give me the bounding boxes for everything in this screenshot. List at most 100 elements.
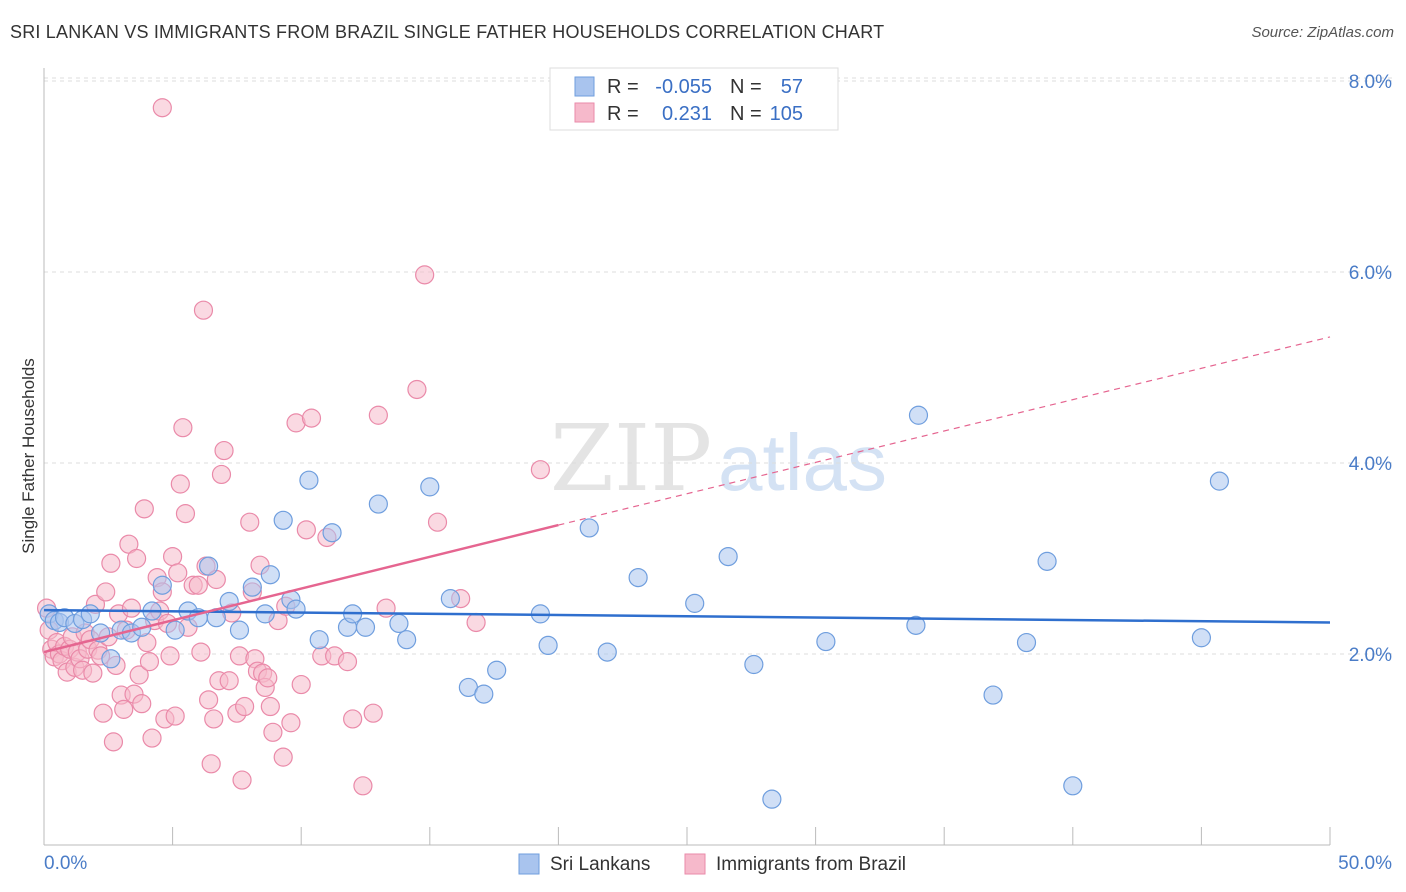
- bottom-legend-swatch-brazil: [684, 853, 706, 875]
- point-sri-lankans: [1191, 628, 1212, 648]
- point-sri-lankans: [1063, 776, 1083, 796]
- point-immigrants-from-brazil: [163, 546, 183, 567]
- point-sri-lankans: [744, 654, 764, 675]
- point-immigrants-from-brazil: [301, 408, 322, 428]
- bottom-legend-swatch-sri-lankans: [518, 853, 540, 875]
- point-sri-lankans: [165, 620, 185, 640]
- point-sri-lankans: [299, 470, 319, 490]
- point-sri-lankans: [273, 510, 293, 530]
- x-tick-label-max: 50.0%: [1338, 853, 1392, 874]
- point-sri-lankans: [397, 630, 417, 650]
- point-immigrants-from-brazil: [165, 706, 185, 726]
- point-immigrants-from-brazil: [214, 440, 234, 461]
- legend-r-label-blue: R =: [607, 76, 639, 98]
- point-sri-lankans: [322, 523, 342, 543]
- point-immigrants-from-brazil: [121, 598, 142, 618]
- point-sri-lankans: [260, 565, 280, 585]
- point-sri-lankans: [762, 789, 782, 809]
- point-sri-lankans: [309, 630, 329, 650]
- legend-n-value-pink: 105: [770, 103, 803, 125]
- y-axis-label: Single Father Households: [19, 358, 38, 554]
- legend-swatch-blue: [574, 76, 595, 97]
- point-immigrants-from-brazil: [363, 703, 383, 723]
- point-immigrants-from-brazil: [152, 98, 172, 118]
- point-immigrants-from-brazil: [281, 713, 301, 733]
- legend-r-label-pink: R =: [607, 103, 639, 125]
- point-immigrants-from-brazil: [407, 379, 427, 400]
- trend-line-immigrants-from-brazil: [43, 523, 559, 654]
- point-immigrants-from-brazil: [201, 754, 221, 774]
- point-immigrants-from-brazil: [296, 520, 316, 540]
- point-immigrants-from-brazil: [175, 504, 196, 524]
- point-immigrants-from-brazil: [114, 699, 134, 719]
- point-sri-lankans: [389, 613, 409, 634]
- point-sri-lankans: [101, 649, 121, 669]
- point-immigrants-from-brazil: [142, 728, 162, 748]
- bottom-legend-label-brazil: Immigrants from Brazil: [716, 854, 906, 875]
- y-tick-label: 6.0%: [1349, 263, 1392, 284]
- point-sri-lankans: [1209, 471, 1230, 491]
- point-sri-lankans: [440, 589, 460, 609]
- point-sri-lankans: [199, 556, 219, 576]
- point-immigrants-from-brazil: [258, 668, 278, 688]
- point-immigrants-from-brazil: [173, 418, 193, 438]
- y-tick-label: 2.0%: [1349, 645, 1392, 666]
- point-immigrants-from-brazil: [337, 652, 358, 672]
- point-immigrants-from-brazil: [134, 499, 154, 519]
- point-immigrants-from-brazil: [93, 703, 113, 723]
- point-sri-lankans: [255, 604, 275, 624]
- legend-r-value-blue: -0.055: [655, 76, 712, 98]
- point-sri-lankans: [628, 567, 648, 588]
- point-sri-lankans: [1016, 632, 1037, 653]
- y-tick-label: 4.0%: [1349, 454, 1392, 475]
- point-sri-lankans: [908, 405, 929, 425]
- point-sri-lankans: [983, 685, 1003, 705]
- point-sri-lankans: [579, 518, 599, 538]
- trend-lines: [43, 336, 1331, 654]
- point-immigrants-from-brazil: [191, 642, 211, 662]
- point-immigrants-from-brazil: [170, 474, 190, 494]
- point-immigrants-from-brazil: [219, 671, 239, 691]
- point-immigrants-from-brazil: [204, 709, 224, 729]
- series-immigrants-from-brazil: [36, 98, 550, 796]
- point-sri-lankans: [152, 575, 172, 595]
- point-immigrants-from-brazil: [427, 512, 448, 532]
- point-immigrants-from-brazil: [353, 776, 373, 796]
- legend-frame: [549, 67, 839, 131]
- legend-n-value-blue: 57: [781, 76, 803, 98]
- point-sri-lankans: [80, 604, 100, 624]
- point-sri-lankans: [487, 660, 507, 680]
- point-immigrants-from-brazil: [232, 770, 252, 790]
- chart-source: Source: ZipAtlas.com: [1251, 24, 1394, 41]
- chart-title: SRI LANKAN VS IMMIGRANTS FROM BRAZIL SIN…: [10, 22, 885, 42]
- trend-line-sri-lankans: [43, 608, 1331, 624]
- point-sri-lankans: [906, 615, 926, 635]
- grid-lines: [44, 77, 1392, 655]
- legend-n-label-pink: N =: [730, 103, 762, 125]
- point-immigrants-from-brazil: [126, 548, 147, 569]
- point-sri-lankans: [355, 617, 376, 637]
- point-immigrants-from-brazil: [235, 696, 255, 717]
- point-immigrants-from-brazil: [168, 563, 188, 583]
- point-sri-lankans: [816, 631, 836, 652]
- point-sri-lankans: [229, 620, 250, 640]
- point-sri-lankans: [286, 599, 306, 619]
- point-immigrants-from-brazil: [530, 460, 550, 480]
- legend-n-label-blue: N =: [730, 76, 762, 98]
- point-immigrants-from-brazil: [273, 747, 293, 767]
- bottom-legend: Sri Lankans Immigrants from Brazil: [518, 853, 906, 875]
- point-sri-lankans: [597, 642, 617, 662]
- axes: [43, 68, 1331, 846]
- watermark-zip: ZIP: [550, 405, 712, 512]
- point-immigrants-from-brazil: [199, 690, 219, 710]
- bottom-legend-label-sri-lankans: Sri Lankans: [550, 854, 650, 875]
- trend-line-immigrants-from-brazil-extrapolated: [558, 336, 1331, 526]
- point-immigrants-from-brazil: [211, 464, 232, 485]
- x-tick-label-min: 0.0%: [44, 853, 87, 874]
- point-immigrants-from-brazil: [291, 674, 311, 695]
- point-sri-lankans: [1037, 551, 1057, 571]
- point-immigrants-from-brazil: [260, 696, 280, 717]
- point-sri-lankans: [685, 593, 705, 613]
- legend-box: R = -0.055 N = 57 R = 0.231 N = 105: [549, 67, 839, 131]
